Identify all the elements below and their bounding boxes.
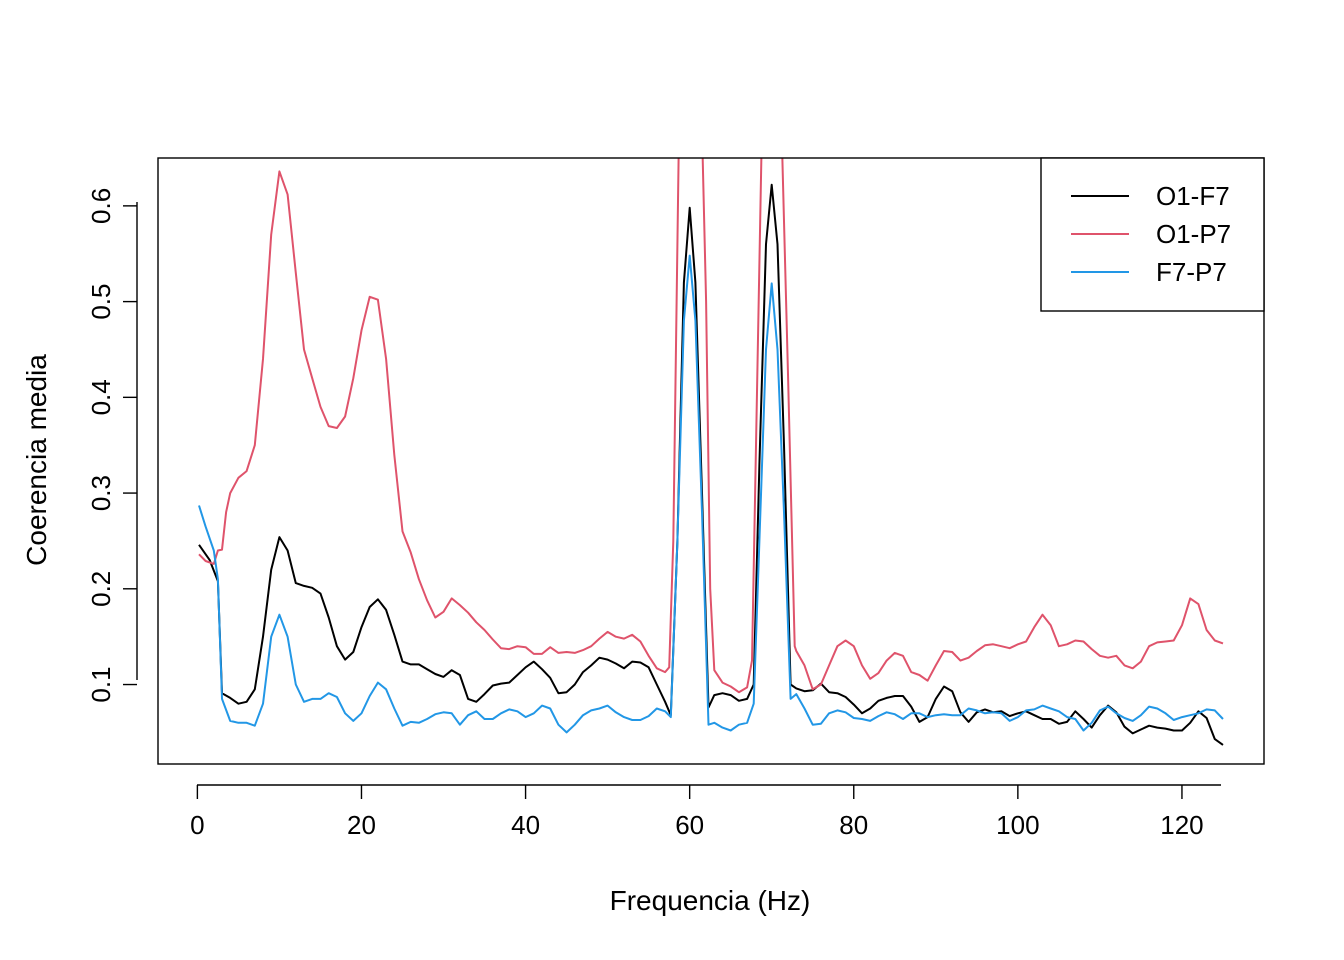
y-tick-label: 0.3	[86, 475, 116, 511]
series-line-o1-p7	[198, 158, 1224, 694]
y-tick-label: 0.5	[86, 284, 116, 320]
x-tick-label: 0	[190, 810, 204, 840]
y-tick-label: 0.1	[86, 666, 116, 702]
plot-frame	[157, 157, 1265, 765]
x-ticks: 0 20 40 60 80 100 120	[190, 785, 1204, 840]
x-tick-label: 80	[839, 810, 868, 840]
x-tick-label: 60	[675, 810, 704, 840]
legend-label: O1-P7	[1156, 219, 1231, 249]
y-tick-label: 0.6	[86, 188, 116, 224]
legend-label: F7-P7	[1156, 257, 1227, 287]
legend-items: O1-F7 O1-P7 F7-P7	[1071, 181, 1231, 287]
series-line-f7-p7	[198, 254, 1224, 734]
x-tick-label: 20	[347, 810, 376, 840]
x-tick-label: 40	[511, 810, 540, 840]
y-ticks: 0.1 0.2 0.3 0.4 0.5 0.6	[86, 188, 137, 703]
x-axis-title: Frequencia (Hz)	[610, 885, 811, 916]
series-layer	[198, 158, 1224, 746]
x-tick-label: 100	[996, 810, 1039, 840]
series-line-o1-f7	[198, 183, 1224, 746]
y-tick-label: 0.4	[86, 379, 116, 415]
x-tick-label: 120	[1160, 810, 1203, 840]
y-tick-label: 0.2	[86, 571, 116, 607]
y-axis-title: Coerencia media	[21, 354, 52, 566]
legend-label: O1-F7	[1156, 181, 1230, 211]
legend: O1-F7 O1-P7 F7-P7	[1040, 157, 1265, 312]
